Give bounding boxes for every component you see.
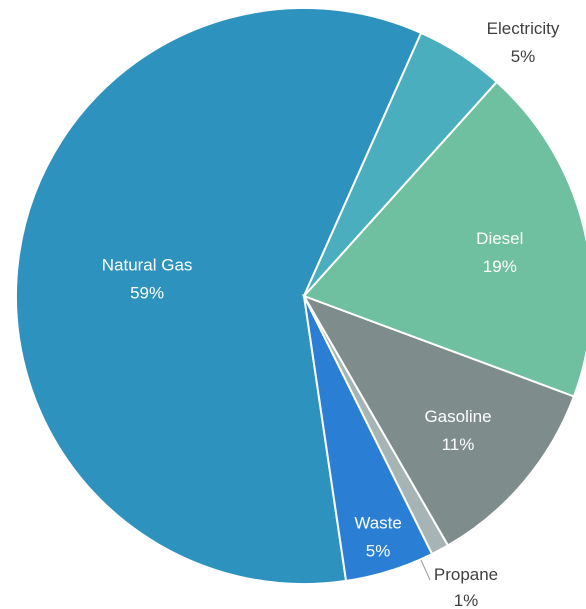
- slice-label-gasoline: Gasoline: [424, 407, 491, 426]
- pie-slice-gasoline: [301, 294, 576, 547]
- slice-value-electricity: 5%: [511, 47, 536, 66]
- pie-slice-diesel: [302, 80, 586, 398]
- leader-line-propane: [420, 559, 431, 581]
- slice-value-natural-gas: 59%: [130, 284, 164, 303]
- slice-label-propane: Propane: [434, 565, 498, 584]
- slice-value-propane: 1%: [454, 591, 479, 609]
- leader-lines: [420, 559, 431, 581]
- slice-labels: Natural Gas 59% Waste 5% Propane 1% Gasoline 11…: [102, 19, 560, 609]
- slice-label-diesel: Diesel: [476, 229, 523, 248]
- slice-value-waste: 5%: [366, 541, 391, 560]
- pie-slice-natural-gas: [15, 7, 423, 585]
- slice-label-waste: Waste: [354, 513, 402, 532]
- pie-slice-electricity: [303, 31, 499, 297]
- slice-value-diesel: 19%: [483, 257, 517, 276]
- slice-label-natural-gas: Natural Gas: [102, 256, 193, 275]
- slice-label-electricity: Electricity: [487, 19, 560, 38]
- pie-slices: [15, 7, 586, 585]
- slice-value-gasoline: 11%: [442, 435, 475, 454]
